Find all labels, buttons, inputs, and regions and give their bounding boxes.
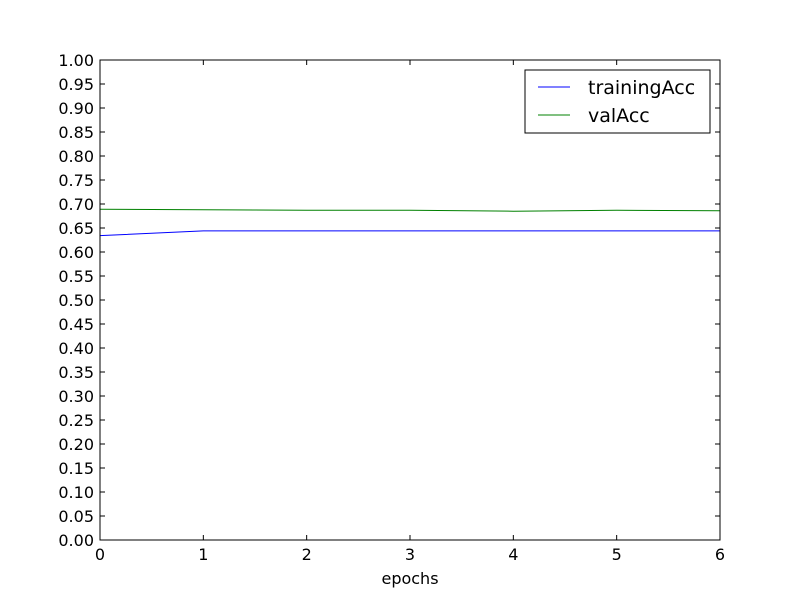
y-tick-label: 0.25 (58, 411, 94, 430)
y-tick-label: 0.15 (58, 459, 94, 478)
y-tick-label: 0.65 (58, 219, 94, 238)
y-tick-label: 0.55 (58, 267, 94, 286)
y-tick-label: 0.45 (58, 315, 94, 334)
y-tick-label: 0.60 (58, 243, 94, 262)
series-layer (99, 208, 721, 237)
x-tick-label: 4 (508, 545, 518, 564)
x-tick-label: 5 (612, 545, 622, 564)
y-tick-label: 0.70 (58, 195, 94, 214)
x-axis-title: epochs (381, 569, 438, 588)
x-tick-label: 6 (715, 545, 725, 564)
x-tick-label: 0 (95, 545, 105, 564)
y-tick-label: 0.05 (58, 507, 94, 526)
y-tick-label: 1.00 (58, 51, 94, 70)
y-tick-label: 0.40 (58, 339, 94, 358)
y-tick-label: 0.20 (58, 435, 94, 454)
y-tick-label: 0.75 (58, 171, 94, 190)
x-tick-label: 3 (405, 545, 415, 564)
y-tick-label: 0.30 (58, 387, 94, 406)
legend-label-valAcc: valAcc (588, 105, 650, 127)
legend-label-trainingAcc: trainingAcc (588, 77, 695, 99)
x-tick-label: 1 (198, 545, 208, 564)
tick-labels-layer: 0.00 0.05 0.10 0.15 0.20 0.25 0.30 0.35 0.40 0.45… (58, 51, 725, 564)
y-tick-label: 0.85 (58, 123, 94, 142)
y-tick-label: 0.00 (58, 531, 94, 550)
x-tick-label: 2 (302, 545, 312, 564)
plot-area-frame (99, 59, 721, 541)
y-tick-label: 0.95 (58, 75, 94, 94)
y-tick-label: 0.10 (58, 483, 94, 502)
y-tick-label: 0.80 (58, 147, 94, 166)
legend-box (524, 69, 711, 134)
y-tick-label: 0.35 (58, 363, 94, 382)
y-tick-label: 0.90 (58, 99, 94, 118)
legend: trainingAcc valAcc (524, 69, 711, 134)
y-tick-label: 0.50 (58, 291, 94, 310)
